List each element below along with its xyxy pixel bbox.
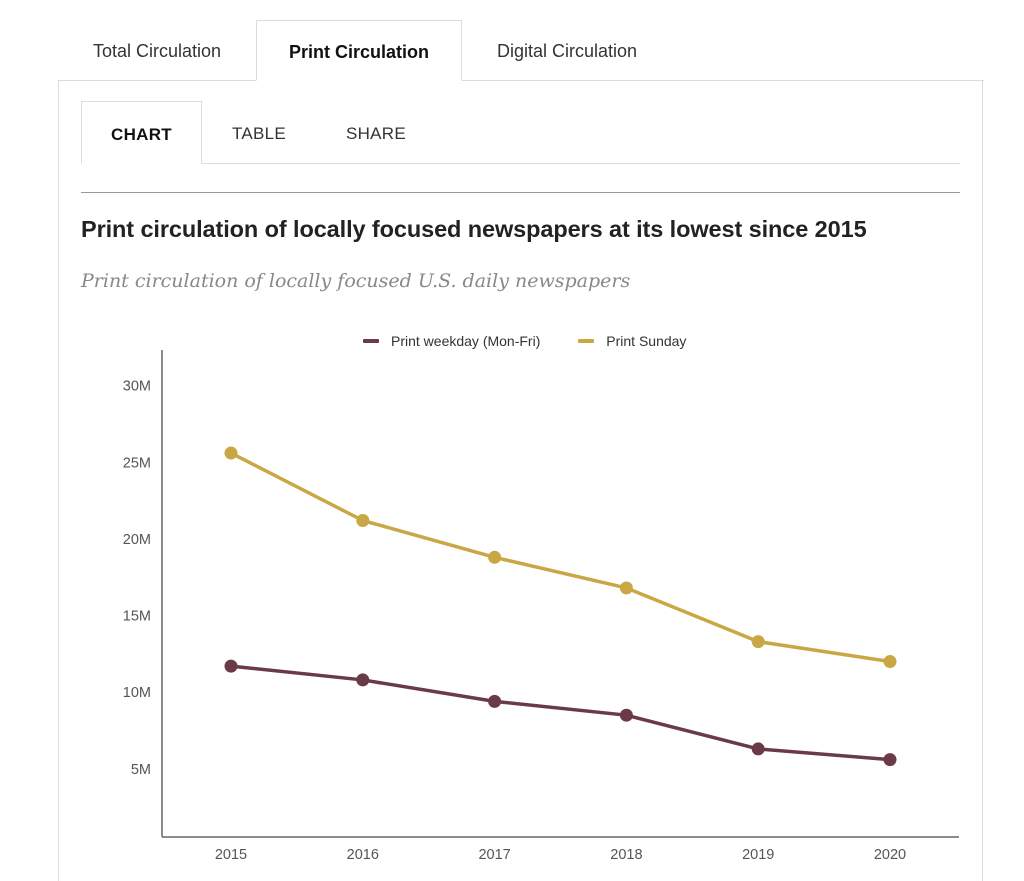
y-tick-label: 20M (123, 532, 151, 548)
legend-label-sunday: Print Sunday (606, 333, 687, 349)
x-tick-label: 2015 (215, 847, 247, 863)
legend-item-sunday: Print Sunday (578, 333, 686, 349)
data-point[interactable] (883, 753, 897, 767)
legend-label-weekday: Print weekday (Mon-Fri) (391, 333, 541, 349)
circulation-tabs: Total Circulation Print Circulation Digi… (58, 20, 984, 81)
data-point[interactable] (883, 655, 897, 669)
series-0 (224, 659, 897, 767)
x-tick-label: 2019 (742, 847, 774, 863)
data-point[interactable] (224, 446, 238, 460)
data-point[interactable] (356, 673, 370, 687)
chart-title: Print circulation of locally focused new… (81, 216, 867, 242)
data-point[interactable] (619, 581, 633, 595)
title-divider (81, 192, 960, 193)
y-tick-label: 15M (123, 609, 151, 625)
data-point[interactable] (619, 708, 633, 722)
view-tabs: CHART TABLE SHARE (81, 101, 960, 164)
y-tick-label: 10M (123, 685, 151, 701)
data-point[interactable] (751, 742, 765, 756)
x-tick-label: 2017 (478, 847, 510, 863)
tab-share[interactable]: SHARE (345, 124, 407, 143)
tab-chart[interactable]: CHART (81, 101, 202, 164)
y-tick-label: 5M (131, 762, 151, 778)
tab-digital-circulation[interactable]: Digital Circulation (496, 41, 638, 61)
chart-panel (58, 80, 983, 881)
data-point[interactable] (488, 550, 502, 564)
chart-subtitle: Print circulation of locally focused U.S… (81, 270, 631, 292)
chart-legend: Print weekday (Mon-Fri) Print Sunday (363, 330, 720, 349)
data-point[interactable] (224, 659, 238, 673)
x-tick-label: 2018 (610, 847, 642, 863)
x-tick-label: 2016 (347, 847, 379, 863)
y-tick-label: 30M (123, 379, 151, 395)
data-point[interactable] (488, 694, 502, 708)
x-tick-label: 2020 (874, 847, 906, 863)
series-line (230, 664, 891, 762)
tick-labels: 5M 10M 15M 20M 25M 30M 2015 2016 2017 2018 2019 202… (123, 379, 906, 863)
series-1 (224, 446, 897, 669)
legend-swatch-weekday (363, 339, 379, 343)
legend-swatch-sunday (578, 339, 595, 343)
tabs-baseline (58, 80, 984, 81)
y-tick-label: 25M (123, 455, 151, 471)
data-point[interactable] (751, 635, 765, 649)
tab-print-circulation[interactable]: Print Circulation (256, 20, 462, 81)
view-tabs-baseline (81, 163, 960, 164)
tab-total-circulation[interactable]: Total Circulation (92, 41, 222, 61)
series (224, 446, 897, 767)
legend-item-weekday: Print weekday (Mon-Fri) (363, 333, 540, 349)
data-point[interactable] (356, 514, 370, 528)
tab-table[interactable]: TABLE (231, 124, 287, 143)
axes (161, 350, 959, 838)
series-line (230, 451, 891, 664)
